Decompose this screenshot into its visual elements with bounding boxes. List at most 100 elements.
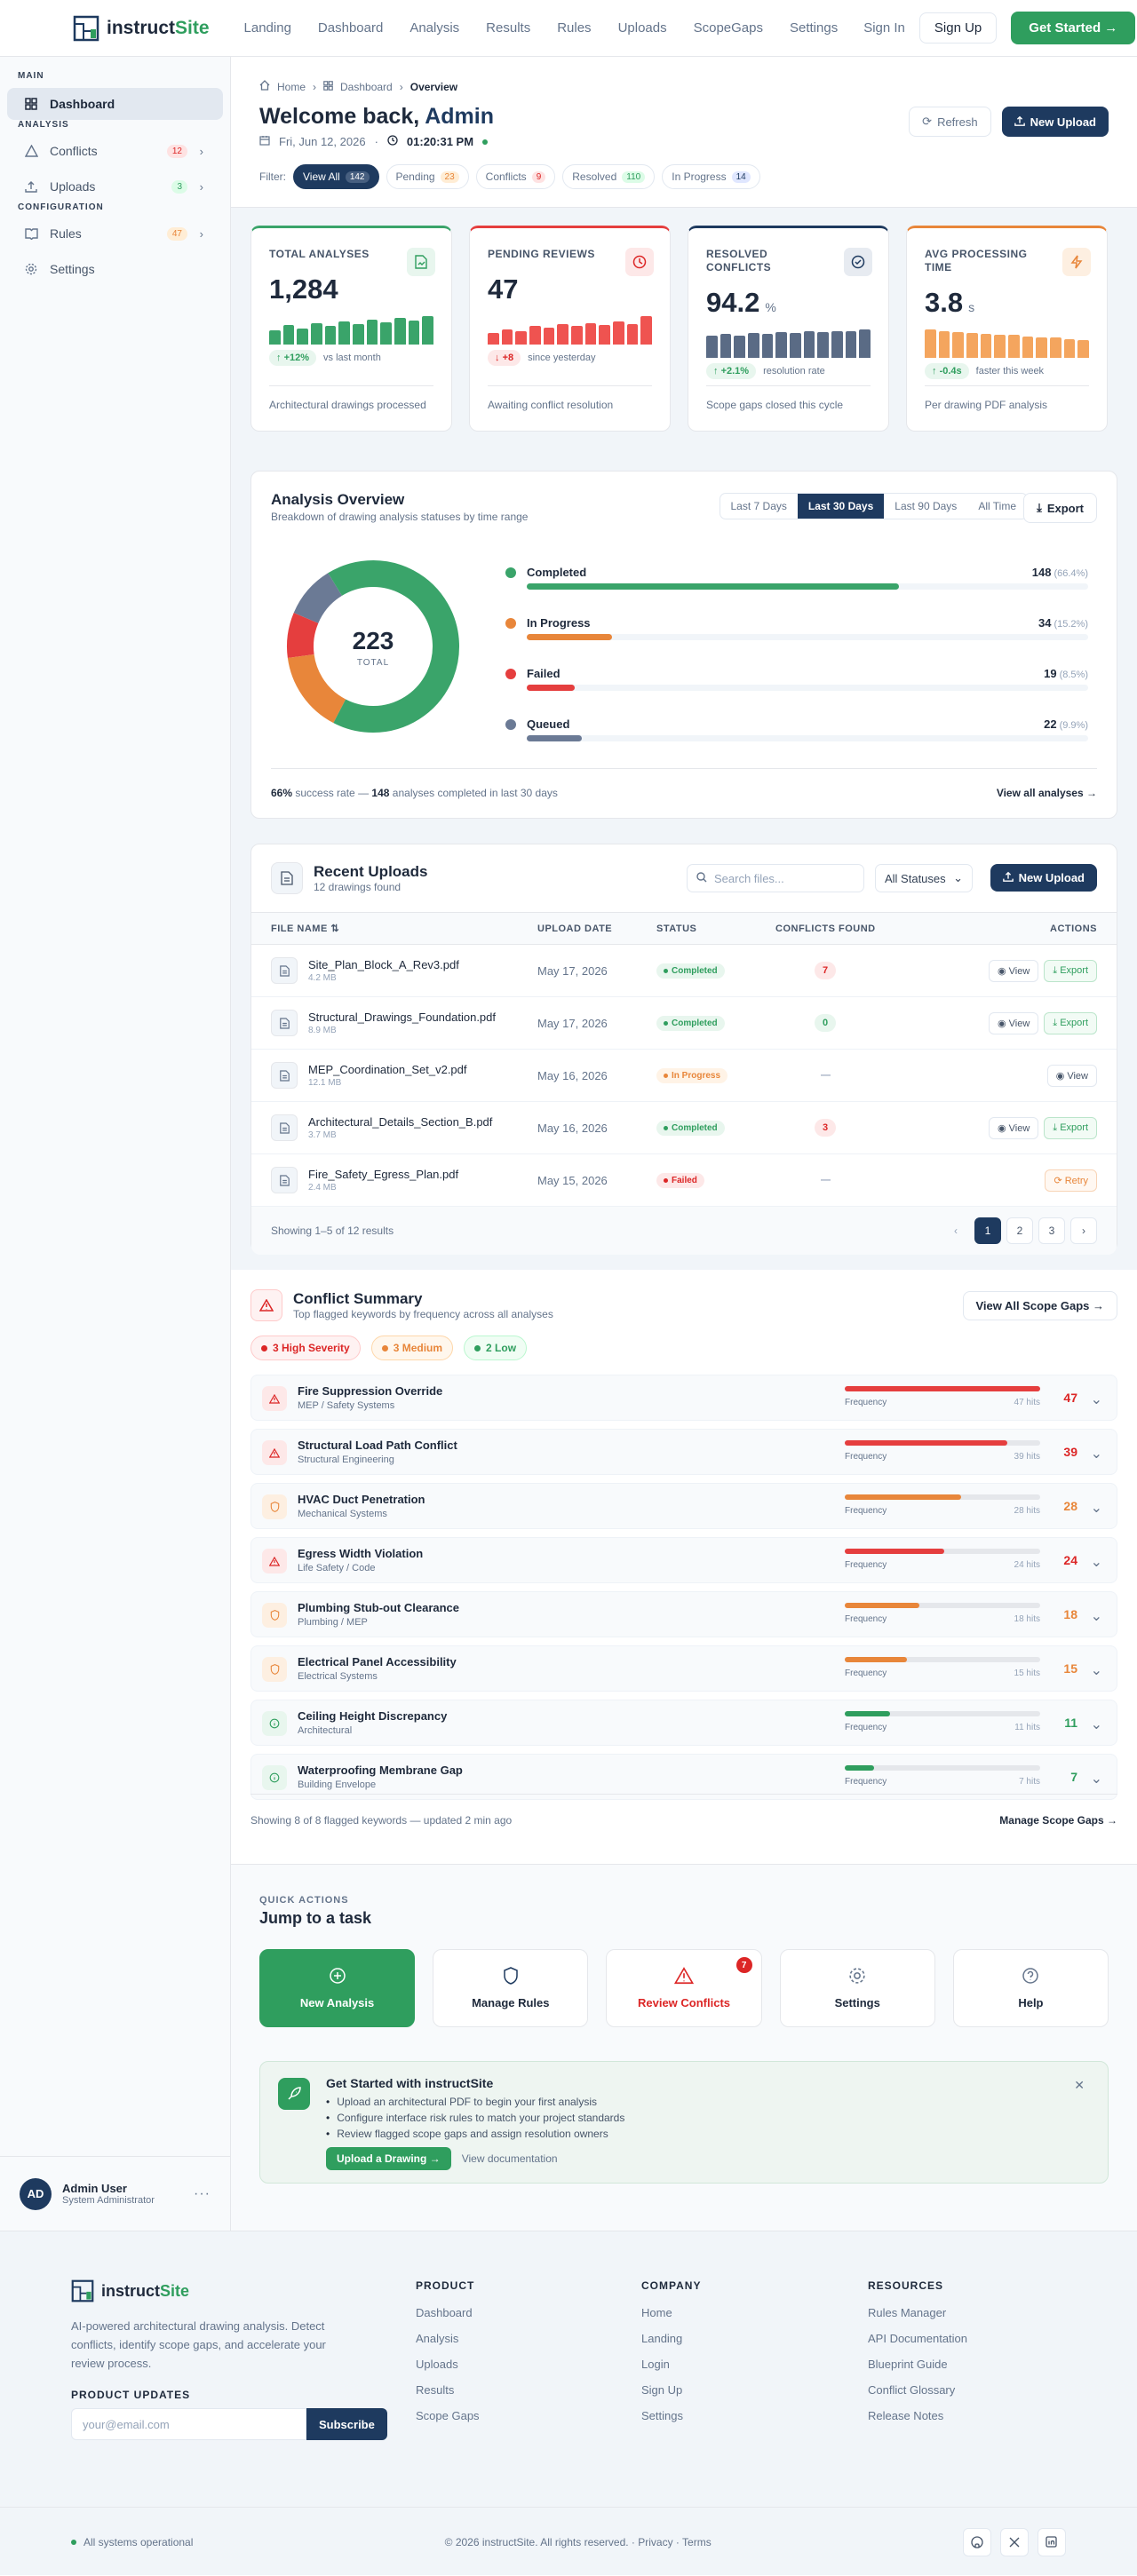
range-all-time[interactable]: All Time bbox=[978, 500, 1016, 512]
severity-low-badge[interactable]: 2 Low bbox=[464, 1336, 528, 1360]
export-button[interactable]: ⤓ Export bbox=[1044, 1011, 1097, 1034]
new-upload-button[interactable]: New Upload bbox=[1001, 107, 1109, 137]
severity-high-badge[interactable]: 3 High Severity bbox=[250, 1336, 361, 1360]
keyword-row[interactable]: Electrical Panel Accessibility Electrical… bbox=[250, 1645, 1117, 1692]
footer-link[interactable]: Results bbox=[416, 2383, 455, 2397]
breadcrumb-home[interactable]: Home bbox=[277, 80, 306, 93]
filter-resolved[interactable]: Resolved 110 bbox=[562, 164, 656, 189]
sidebar-item-rules[interactable]: Rules 47 › bbox=[7, 218, 223, 250]
sidebar-item-settings[interactable]: Settings bbox=[7, 253, 223, 285]
x-icon[interactable] bbox=[999, 2527, 1029, 2556]
footer-link[interactable]: Settings bbox=[641, 2409, 683, 2422]
nav-link-rules[interactable]: Rules bbox=[557, 20, 592, 36]
filter-in-progress[interactable]: In Progress 14 bbox=[662, 164, 760, 189]
new-analysis-action[interactable]: New Analysis bbox=[259, 1949, 416, 2027]
footer-link[interactable]: Login bbox=[641, 2358, 670, 2371]
view-button[interactable]: ◉ View bbox=[988, 1011, 1039, 1034]
keyword-row[interactable]: Fire Suppression Override MEP / Safety Sy… bbox=[250, 1375, 1117, 1421]
upload-drawing-button[interactable]: Upload a Drawing → bbox=[326, 2147, 451, 2170]
col-file-name[interactable]: File Name ⇅ bbox=[251, 912, 537, 945]
sign-up-button[interactable]: Sign Up bbox=[918, 12, 998, 44]
search-input[interactable]: Search files... bbox=[687, 864, 864, 892]
nav-link-analysis[interactable]: Analysis bbox=[409, 20, 460, 36]
footer-link[interactable]: Blueprint Guide bbox=[868, 2358, 948, 2371]
refresh-button[interactable]: ⟳ Refresh bbox=[909, 107, 991, 137]
file-name[interactable]: Site_Plan_Block_A_Rev3.pdf bbox=[308, 958, 459, 971]
view-documentation-link[interactable]: View documentation bbox=[461, 2152, 558, 2165]
user-profile[interactable]: AD Admin User System Administrator ··· bbox=[0, 2156, 230, 2231]
export-button[interactable]: ⤓ Export bbox=[1044, 959, 1097, 982]
sidebar-item-dashboard[interactable]: Dashboard bbox=[7, 88, 223, 120]
filter-pending[interactable]: Pending 23 bbox=[386, 164, 469, 189]
brand-logo[interactable]: instructSite bbox=[73, 15, 210, 42]
page-2[interactable]: 2 bbox=[1006, 1217, 1033, 1244]
view-all-scope-gaps-button[interactable]: View All Scope Gaps → bbox=[962, 1291, 1117, 1320]
sign-in-link[interactable]: Sign In bbox=[863, 20, 905, 36]
breadcrumb-dashboard[interactable]: Dashboard bbox=[340, 80, 393, 93]
legend-row[interactable]: Completed 148 (66.4%) bbox=[505, 564, 1088, 614]
page-1[interactable]: 1 bbox=[974, 1217, 1001, 1244]
sidebar-item-conflicts[interactable]: Conflicts 12 › bbox=[7, 135, 223, 167]
review-conflicts-action[interactable]: 7 Review Conflicts bbox=[606, 1949, 762, 2027]
view-button[interactable]: ◉ View bbox=[988, 959, 1039, 982]
prev-page-button[interactable]: ‹ bbox=[954, 1225, 958, 1237]
chevron-down-icon[interactable]: ⌄ bbox=[1090, 1609, 1102, 1624]
next-page-button[interactable]: › bbox=[1070, 1217, 1097, 1244]
range-30-days[interactable]: Last 30 Days bbox=[797, 494, 885, 519]
chevron-down-icon[interactable]: ⌄ bbox=[1090, 1771, 1102, 1787]
manage-rules-action[interactable]: Manage Rules bbox=[433, 1949, 589, 2027]
chevron-down-icon[interactable]: ⌄ bbox=[1090, 1392, 1102, 1407]
email-field[interactable]: your@email.com bbox=[71, 2408, 306, 2440]
footer-link[interactable]: Landing bbox=[641, 2332, 683, 2345]
keyword-row[interactable]: Plumbing Stub-out Clearance Plumbing / ME… bbox=[250, 1591, 1117, 1637]
retry-button[interactable]: ⟳ Retry bbox=[1045, 1169, 1097, 1192]
view-button[interactable]: ◉ View bbox=[988, 1116, 1039, 1139]
footer-link[interactable]: Release Notes bbox=[868, 2409, 944, 2422]
footer-link[interactable]: Conflict Glossary bbox=[868, 2383, 956, 2397]
keyword-row[interactable]: Ceiling Height Discrepancy Architectural F… bbox=[250, 1700, 1117, 1746]
footer-logo[interactable]: instructSite bbox=[71, 2279, 387, 2303]
more-icon[interactable]: ··· bbox=[194, 2185, 211, 2201]
nav-link-dashboard[interactable]: Dashboard bbox=[317, 20, 384, 36]
nav-link-landing[interactable]: Landing bbox=[243, 20, 291, 36]
keyword-row[interactable]: HVAC Duct Penetration Mechanical Systems F… bbox=[250, 1483, 1117, 1529]
keyword-row[interactable]: Structural Load Path Conflict Structural … bbox=[250, 1429, 1117, 1475]
nav-link-uploads[interactable]: Uploads bbox=[617, 20, 667, 36]
filter-conflicts[interactable]: Conflicts 9 bbox=[475, 164, 556, 189]
footer-link[interactable]: Scope Gaps bbox=[416, 2409, 480, 2422]
github-icon[interactable] bbox=[962, 2527, 991, 2556]
keyword-row[interactable]: Waterproofing Membrane Gap Building Envel… bbox=[250, 1754, 1117, 1800]
manage-scope-gaps-link[interactable]: Manage Scope Gaps → bbox=[999, 1814, 1117, 1827]
filter-view-all[interactable]: View All 142 bbox=[293, 164, 379, 189]
footer-link[interactable]: Uploads bbox=[416, 2358, 458, 2371]
footer-link[interactable]: Dashboard bbox=[416, 2306, 473, 2319]
nav-link-results[interactable]: Results bbox=[486, 20, 531, 36]
legend-row[interactable]: Queued 22 (9.9%) bbox=[505, 716, 1088, 766]
legend-row[interactable]: Failed 19 (8.5%) bbox=[505, 665, 1088, 716]
range-7-days[interactable]: Last 7 Days bbox=[730, 500, 787, 512]
view-button[interactable]: ◉ View bbox=[1046, 1064, 1097, 1087]
keyword-row[interactable]: Egress Width Violation Life Safety / Code… bbox=[250, 1537, 1117, 1583]
chevron-down-icon[interactable]: ⌄ bbox=[1090, 1501, 1102, 1516]
footer-link[interactable]: Home bbox=[641, 2306, 672, 2319]
range-90-days[interactable]: Last 90 Days bbox=[894, 500, 958, 512]
linkedin-icon[interactable] bbox=[1037, 2527, 1066, 2556]
help-action[interactable]: Help bbox=[952, 1949, 1109, 2027]
chevron-down-icon[interactable]: ⌄ bbox=[1090, 1717, 1102, 1732]
footer-link[interactable]: Analysis bbox=[416, 2332, 459, 2345]
file-name[interactable]: Structural_Drawings_Foundation.pdf bbox=[308, 1011, 497, 1024]
file-name[interactable]: Architectural_Details_Section_B.pdf bbox=[308, 1115, 493, 1129]
subscribe-button[interactable]: Subscribe bbox=[306, 2408, 387, 2440]
export-button[interactable]: ⤓ Export bbox=[1044, 1116, 1097, 1139]
nav-link-scopegaps[interactable]: ScopeGaps bbox=[693, 20, 763, 36]
file-name[interactable]: MEP_Coordination_Set_v2.pdf bbox=[308, 1063, 467, 1076]
settings-action[interactable]: Settings bbox=[779, 1949, 935, 2027]
chevron-down-icon[interactable]: ⌄ bbox=[1090, 1447, 1102, 1462]
export-button[interactable]: ⤓ Export bbox=[1023, 493, 1097, 523]
legend-row[interactable]: In Progress 34 (15.2%) bbox=[505, 614, 1088, 665]
nav-link-settings[interactable]: Settings bbox=[790, 20, 839, 36]
donut-slice-queued[interactable] bbox=[293, 573, 343, 624]
footer-link[interactable]: API Documentation bbox=[868, 2332, 968, 2345]
view-all-analyses-link[interactable]: View all analyses → bbox=[996, 787, 1097, 799]
chevron-down-icon[interactable]: ⌄ bbox=[1090, 1555, 1102, 1570]
